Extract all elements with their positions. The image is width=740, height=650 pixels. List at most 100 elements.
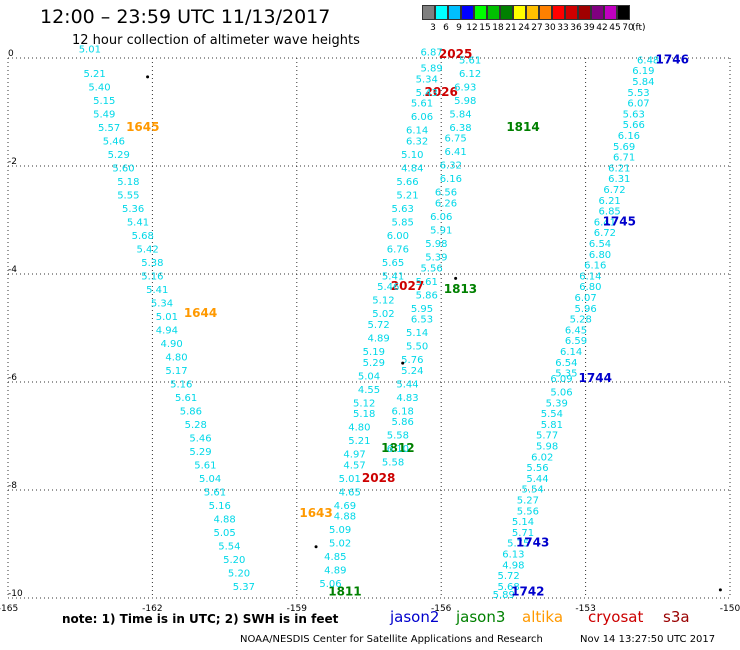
wave-height-value: 5.21 [348,436,370,447]
wave-height-value: 5.60 [112,163,134,174]
wave-height-value: 5.55 [117,190,139,201]
legend-item: s3a [663,608,690,626]
colorbar-unit: (ft) [632,23,646,33]
wave-height-value: 5.36 [122,204,144,215]
wave-height-value: 5.46 [377,282,399,293]
wave-height-value: 6.26 [435,199,457,210]
wave-height-value: 5.42 [136,244,158,255]
colorbar-label: 9 [456,23,462,33]
wave-height-value: 5.61 [416,277,438,288]
wave-height-value: 5.27 [517,496,539,507]
island-marker [314,545,318,549]
wave-height-value: 4.85 [324,552,346,563]
wave-height-value: 5.77 [536,431,558,442]
wave-height-value: 5.37 [233,582,255,593]
wave-height-value: 5.61 [194,460,216,471]
wave-height-value: 5.95 [411,304,433,315]
wave-height-value: 5.58 [382,458,404,469]
track-time-label: 1742 [511,584,544,598]
track-time-label: 1745 [603,214,636,228]
wave-height-value: 5.89 [493,590,515,601]
wave-height-value: 6.48 [637,55,659,66]
wave-height-value: 5.89 [420,64,442,75]
wave-height-value: 5.72 [497,571,519,582]
wave-height-value: 5.43 [416,88,438,99]
track-time-label: 1644 [184,306,217,320]
wave-height-value: 5.01 [79,45,101,56]
x-tick-label: -165 [0,604,18,614]
wave-height-value: 6.06 [430,212,452,223]
wave-height-value: 5.28 [185,420,207,431]
wave-height-value: 5.44 [396,379,418,390]
wave-height-value: 5.15 [93,96,115,107]
wave-height-value: 5.06 [319,579,341,590]
wave-height-value: 4.90 [161,339,183,350]
wave-height-value: 6.21 [608,163,630,174]
track-time-label: 2026 [424,85,457,99]
wave-height-value: 5.16 [209,501,231,512]
wave-height-value: 4.88 [213,514,235,525]
wave-height-value: 5.54 [522,485,544,496]
wave-height-value: 5.18 [117,177,139,188]
wave-height-value: 5.20 [223,555,245,566]
wave-height-value: 5.12 [372,296,394,307]
wave-height-value: 4.89 [367,334,389,345]
wave-height-value: 5.02 [329,539,351,550]
wave-height-value: 4.84 [401,163,423,174]
colorbar-label: 30 [544,23,556,33]
wave-height-value: 4.98 [502,560,524,571]
track-time-label: 1812 [381,441,414,455]
wave-height-value: 6.09 [550,374,572,385]
track-time-label: 1744 [579,371,612,385]
wave-height-value: 5.86 [180,406,202,417]
wave-height-value: 5.21 [396,190,418,201]
colorbar-swatch [526,5,539,20]
page-title: 12:00 – 23:59 UTC 11/13/2017 [40,6,331,28]
wave-height-value: 5.63 [392,204,414,215]
wave-height-value: 5.65 [382,258,404,269]
wave-height-value: 6.14 [560,347,582,358]
wave-height-value: 4.69 [334,501,356,512]
wave-height-value: 5.71 [512,528,534,539]
track-time-label: 1814 [506,120,539,134]
y-tick-label: -4 [8,265,17,275]
wave-height-value: 5.12 [353,398,375,409]
wave-height-value: 5.69 [613,142,635,153]
wave-height-value: 5.17 [165,366,187,377]
wave-height-value: 4.80 [348,423,370,434]
wave-height-value: 5.56 [420,263,442,274]
colorbar-swatch [617,5,630,20]
wave-height-value: 5.66 [623,120,645,131]
wave-height-value: 6.80 [579,282,601,293]
wave-height-value: 6.41 [594,217,616,228]
wave-height-value: 5.96 [574,304,596,315]
wave-height-value: 6.16 [618,131,640,142]
wave-height-value: 6.76 [387,244,409,255]
wave-height-value: 5.39 [425,253,447,264]
wave-height-value: 6.38 [449,123,471,134]
wave-height-value: 6.45 [565,325,587,336]
colorbar-swatch [422,5,435,20]
wave-height-value: 5.20 [228,568,250,579]
colorbar-swatch [578,5,591,20]
island-marker [454,276,458,280]
wave-height-value: 5.46 [189,433,211,444]
island-marker [401,361,405,365]
wave-height-value: 4.88 [334,512,356,523]
wave-height-value: 6.10 [387,444,409,455]
wave-height-value: 5.63 [623,109,645,120]
track-time-label: 1645 [126,120,159,134]
wave-height-value: 4.97 [343,450,365,461]
colorbar-label: 27 [531,23,543,33]
wave-height-value: 6.93 [454,82,476,93]
wave-height-value: 6.71 [613,153,635,164]
wave-height-value: 5.46 [103,136,125,147]
wave-height-value: 5.81 [541,420,563,431]
colorbar-swatch [448,5,461,20]
wave-height-value: 5.29 [363,358,385,369]
wave-height-value: 6.54 [555,358,577,369]
colorbar-label: 21 [505,23,517,33]
wave-height-value: 5.84 [449,109,471,120]
wave-height-value: 6.32 [440,161,462,172]
track-time-label: 1743 [516,536,549,550]
